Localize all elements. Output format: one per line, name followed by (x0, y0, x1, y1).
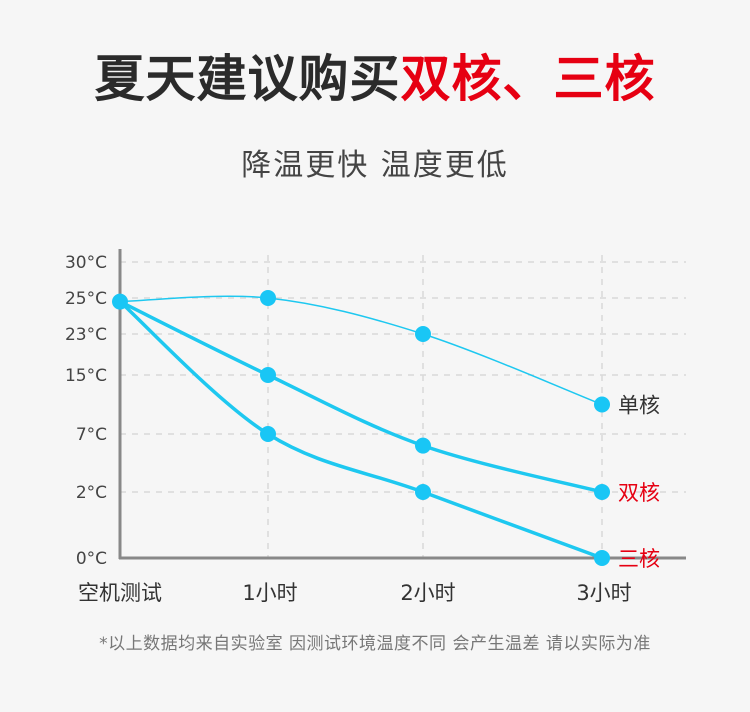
footnote: *以上数据均来自实验室 因测试环境温度不同 会产生温差 请以实际为准 (99, 634, 651, 654)
data-point (260, 290, 276, 306)
y-tick-label: 23°C (65, 325, 107, 345)
data-point (415, 437, 431, 454)
y-tick-label: 15°C (65, 366, 107, 386)
data-point (260, 367, 276, 383)
data-point (594, 550, 610, 566)
y-tick-label: 0°C (76, 549, 107, 569)
data-point (260, 426, 276, 442)
y-tick-label: 25°C (65, 289, 107, 309)
series-label: 双核 (618, 481, 660, 505)
x-axis-ticks: 空机测试 1小时 2小时 3小时 (78, 581, 632, 605)
y-tick-label: 7°C (76, 425, 107, 445)
x-tick-label: 2小时 (400, 581, 455, 605)
series-line-1 (119, 295, 603, 406)
y-tick-label: 2°C (76, 483, 107, 503)
x-tick-label: 1小时 (242, 581, 297, 605)
y-tick-label: 30°C (65, 253, 107, 273)
page-title: 夏天建议购买双核、三核 (0, 52, 750, 107)
page-subtitle: 降温更快 温度更低 (241, 148, 509, 183)
y-axis-ticks: 30°C 25°C 23°C 15°C 7°C 2°C 0°C (65, 253, 107, 569)
series-points (112, 290, 610, 566)
series-label: 单核 (618, 394, 660, 418)
title-part-1: 夏天建议购买 (94, 50, 401, 108)
x-tick-label: 空机测试 (78, 581, 162, 605)
series-line-2 (118, 299, 604, 494)
data-point (415, 484, 431, 500)
series-label: 三核 (618, 547, 660, 571)
title-part-2: 双核、三核 (400, 50, 656, 108)
series-line-3 (118, 299, 604, 560)
data-point (415, 326, 431, 342)
data-point (112, 293, 128, 310)
data-point (594, 396, 610, 413)
x-tick-label: 3小时 (576, 581, 631, 605)
series-lines (118, 295, 604, 560)
data-point (594, 484, 610, 500)
